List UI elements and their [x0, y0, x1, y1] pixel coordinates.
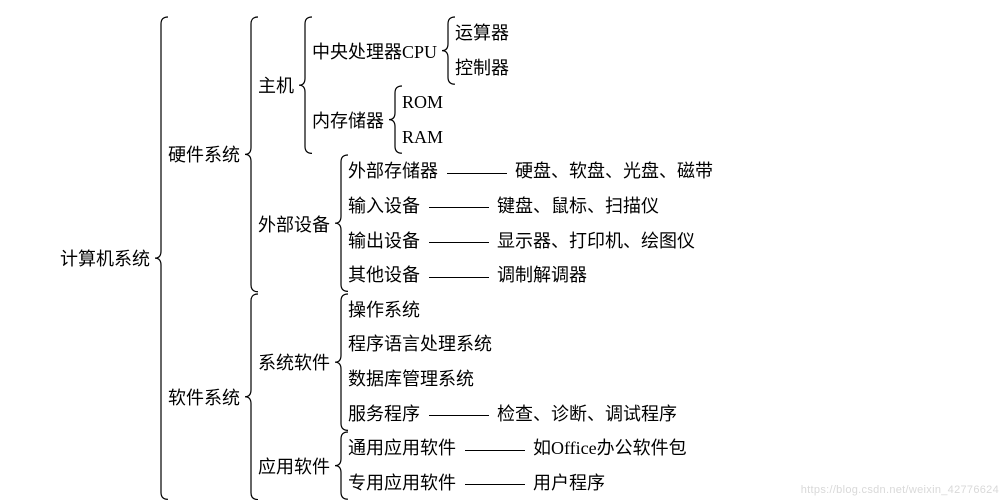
leaf-right: 调制解调器 — [493, 265, 588, 285]
leaf-left: 其他设备 — [348, 265, 425, 285]
brace-icon — [244, 293, 258, 500]
tree-children: ROMRAM — [402, 85, 443, 154]
leaf-right: 检查、诊断、调试程序 — [493, 404, 678, 424]
brace-icon — [334, 154, 348, 292]
tree-node-label: 应用软件 — [258, 453, 334, 479]
tree-node: 内存储器 ROMRAM — [312, 85, 509, 154]
leaf-right: 显示器、打印机、绘图仪 — [493, 231, 696, 251]
leaf-left: 服务程序 — [348, 404, 425, 424]
em-dash-separator — [429, 415, 489, 416]
tree-children: 硬件系统 主机中央处理器CPU 运算器控制器内存储器 ROMRAM 外部设备外部存储器 … — [168, 16, 713, 500]
tree-node-label: 软件系统 — [168, 384, 244, 410]
tree-node-label: 计算机系统 — [60, 245, 154, 271]
tree-children: 中央处理器CPU 运算器控制器内存储器 ROMRAM — [312, 16, 509, 154]
leaf-right: 硬盘、软盘、光盘、磁带 — [511, 161, 714, 181]
tree-children: 系统软件操作系统程序语言处理系统数据库管理系统服务程序 检查、诊断、调试程序应用… — [258, 293, 687, 500]
tree-children: 主机中央处理器CPU运算器控制器内存储器ROMRAM外部设备外部存储器 硬盘、软… — [258, 16, 713, 293]
watermark-text: https://blog.csdn.net/weixin_42776624 — [801, 484, 999, 496]
tree-node-label: 系统软件 — [258, 349, 334, 375]
tree-leaf: 运算器 — [455, 16, 509, 51]
leaf-left: 通用应用软件 — [348, 438, 461, 458]
brace-icon — [298, 16, 312, 154]
em-dash-separator — [429, 207, 489, 208]
tree-node-label: 内存储器 — [312, 107, 388, 133]
tree-node: 计算机系统硬件系统主机中央处理器CPU运算器控制器内存储器ROMRAM外部设备外… — [60, 16, 713, 500]
leaf-left: 外部存储器 — [348, 161, 443, 181]
tree-node: 硬件系统 主机中央处理器CPU 运算器控制器内存储器 ROMRAM 外部设备外部存储器 … — [168, 16, 713, 293]
tree-children: 外部存储器 硬盘、软盘、光盘、磁带输入设备 键盘、鼠标、扫描仪输出设备 显示器、… — [348, 154, 713, 292]
em-dash-separator — [447, 173, 507, 174]
leaf-left: 输出设备 — [348, 231, 425, 251]
tree-children: 运算器控制器 — [455, 16, 509, 85]
tree-node: 系统软件操作系统程序语言处理系统数据库管理系统服务程序 检查、诊断、调试程序 — [258, 293, 687, 431]
leaf-right: 用户程序 — [529, 473, 606, 493]
tree-node-label: 主机 — [258, 72, 298, 98]
tree-node: 外部设备外部存储器 硬盘、软盘、光盘、磁带输入设备 键盘、鼠标、扫描仪输出设备 … — [258, 154, 713, 292]
tree-node: 软件系统系统软件操作系统程序语言处理系统数据库管理系统服务程序 检查、诊断、调试… — [168, 293, 713, 500]
tree-leaf: 外部存储器 硬盘、软盘、光盘、磁带 — [348, 154, 713, 189]
tree-node: 中央处理器CPU 运算器控制器 — [312, 16, 509, 85]
tree-leaf: 输入设备 键盘、鼠标、扫描仪 — [348, 189, 713, 224]
tree-leaf: 数据库管理系统 — [348, 362, 677, 397]
em-dash-separator — [429, 277, 489, 278]
tree-leaf: 输出设备 显示器、打印机、绘图仪 — [348, 224, 713, 259]
tree-node-label: 外部设备 — [258, 211, 334, 237]
tree-leaf: 控制器 — [455, 51, 509, 86]
tree-leaf: 服务程序 检查、诊断、调试程序 — [348, 397, 677, 432]
brace-icon — [334, 293, 348, 431]
brace-tree-root: 计算机系统硬件系统主机中央处理器CPU运算器控制器内存储器ROMRAM外部设备外… — [60, 16, 713, 500]
tree-leaf: 专用应用软件 用户程序 — [348, 466, 687, 500]
leaf-right: 键盘、鼠标、扫描仪 — [493, 196, 660, 216]
tree-node-label: 中央处理器CPU — [312, 38, 441, 64]
em-dash-separator — [465, 484, 525, 485]
em-dash-separator — [465, 450, 525, 451]
brace-icon — [244, 16, 258, 293]
brace-icon — [334, 431, 348, 500]
brace-icon — [441, 16, 455, 85]
tree-leaf: ROM — [402, 85, 443, 120]
brace-icon — [154, 16, 168, 500]
leaf-left: 输入设备 — [348, 196, 425, 216]
tree-children: 操作系统程序语言处理系统数据库管理系统服务程序 检查、诊断、调试程序 — [348, 293, 677, 431]
tree-children: 通用应用软件 如Office办公软件包专用应用软件 用户程序 — [348, 431, 687, 500]
tree-leaf: RAM — [402, 120, 443, 155]
tree-node-label: 硬件系统 — [168, 141, 244, 167]
em-dash-separator — [429, 242, 489, 243]
leaf-right: 如Office办公软件包 — [529, 438, 687, 458]
tree-leaf: 操作系统 — [348, 293, 677, 328]
tree-node: 应用软件通用应用软件 如Office办公软件包专用应用软件 用户程序 — [258, 431, 687, 500]
brace-icon — [388, 85, 402, 154]
tree-node: 主机中央处理器CPU 运算器控制器内存储器 ROMRAM — [258, 16, 713, 154]
leaf-left: 专用应用软件 — [348, 473, 461, 493]
tree-leaf: 程序语言处理系统 — [348, 327, 677, 362]
tree-leaf: 其他设备 调制解调器 — [348, 258, 713, 293]
tree-leaf: 通用应用软件 如Office办公软件包 — [348, 431, 687, 466]
